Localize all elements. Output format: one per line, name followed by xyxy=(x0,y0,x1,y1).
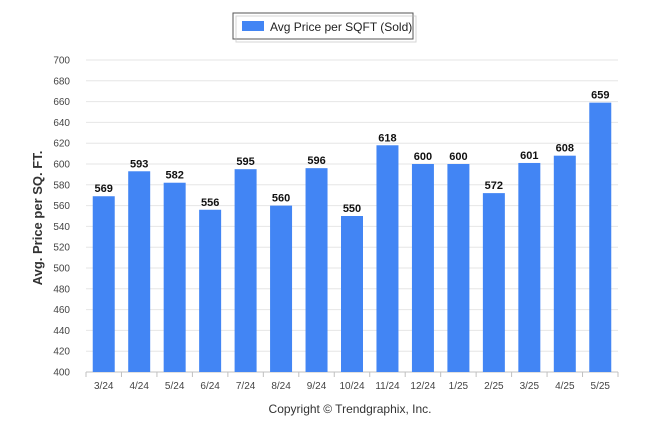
bar-6-24 xyxy=(199,209,222,372)
bar-11-24 xyxy=(376,145,399,372)
x-tick-labels: 3/24 4/24 5/24 6/24 7/24 8/24 9/24 10/24 11/24 12… xyxy=(85,372,619,392)
x-tick-label: 9/24 xyxy=(307,381,327,392)
x-tick-label: 12/24 xyxy=(410,381,435,392)
x-tick-label: 1/25 xyxy=(449,381,469,392)
copyright-footer: Copyright © Trendgraphix, Inc. xyxy=(269,402,432,416)
x-tick-label: 2/25 xyxy=(484,381,504,392)
y-tick-label: 400 xyxy=(53,368,70,379)
bar-9-24 xyxy=(305,168,328,372)
bars: 569 593 582 556 595 560 596 550 618 600 600 572 601 6… xyxy=(92,90,612,372)
bar-10-24 xyxy=(341,216,363,372)
data-label: 595 xyxy=(236,156,254,168)
data-label: 618 xyxy=(378,132,396,144)
data-label: 601 xyxy=(520,150,538,162)
legend: Avg Price per SQFT (Sold) xyxy=(232,12,417,43)
x-tick-label: 6/24 xyxy=(200,381,220,392)
y-axis-label: Avg. Price per SQ. FT. xyxy=(30,151,45,286)
data-label: 600 xyxy=(414,151,432,163)
bar-3-24 xyxy=(92,196,115,372)
x-tick-label: 4/24 xyxy=(129,381,149,392)
x-tick-label: 4/25 xyxy=(555,381,575,392)
legend-shadow xyxy=(235,15,417,43)
data-label: 596 xyxy=(307,155,325,167)
x-tick-label: 8/24 xyxy=(271,381,291,392)
y-tick-label: 620 xyxy=(53,139,70,150)
data-label: 593 xyxy=(130,158,148,170)
bar-4-24 xyxy=(128,171,151,372)
y-tick-label: 520 xyxy=(53,243,70,254)
x-tick-label: 5/25 xyxy=(591,381,611,392)
data-label: 582 xyxy=(165,170,183,182)
y-tick-label: 440 xyxy=(53,326,70,337)
data-label: 659 xyxy=(591,90,609,102)
y-tick-label: 580 xyxy=(53,180,70,191)
data-label: 608 xyxy=(556,143,574,155)
bar-2-25 xyxy=(482,193,505,372)
y-tick-label: 700 xyxy=(53,56,70,67)
bar-5-25 xyxy=(589,102,612,372)
y-tick-label: 680 xyxy=(53,76,70,87)
x-tick-label: 3/25 xyxy=(520,381,540,392)
data-label: 560 xyxy=(272,193,290,205)
data-label: 569 xyxy=(95,183,113,195)
y-tick-label: 560 xyxy=(53,201,70,212)
data-label: 600 xyxy=(449,151,467,163)
x-tick-label: 3/24 xyxy=(94,381,114,392)
y-tick-label: 540 xyxy=(53,222,70,233)
data-label: 572 xyxy=(485,180,503,192)
y-tick-label: 480 xyxy=(53,284,70,295)
y-tick-label: 600 xyxy=(53,160,70,171)
x-tick-label: 11/24 xyxy=(375,381,400,392)
y-tick-label: 640 xyxy=(53,118,70,129)
legend-swatch xyxy=(242,21,264,31)
y-tick-label: 660 xyxy=(53,97,70,108)
x-tick-label: 7/24 xyxy=(236,381,256,392)
bar-8-24 xyxy=(270,205,293,372)
bar-12-24 xyxy=(411,164,434,372)
data-label: 556 xyxy=(201,197,219,209)
data-label: 550 xyxy=(343,203,361,215)
y-tick-label: 500 xyxy=(53,264,70,275)
bar-5-24 xyxy=(163,182,186,372)
bar-1-25 xyxy=(447,164,470,372)
bar-4-25 xyxy=(553,155,576,372)
bar-3-25 xyxy=(518,162,541,372)
y-tick-label: 420 xyxy=(53,347,70,358)
y-tick-label: 460 xyxy=(53,305,70,316)
y-tick-labels: 400 420 440 460 480 500 520 540 560 580 600 620 640 6… xyxy=(53,56,70,379)
x-tick-label: 10/24 xyxy=(339,381,364,392)
bar-7-24 xyxy=(234,169,257,372)
x-tick-label: 5/24 xyxy=(165,381,185,392)
legend-label: Avg Price per SQFT (Sold) xyxy=(270,20,412,34)
